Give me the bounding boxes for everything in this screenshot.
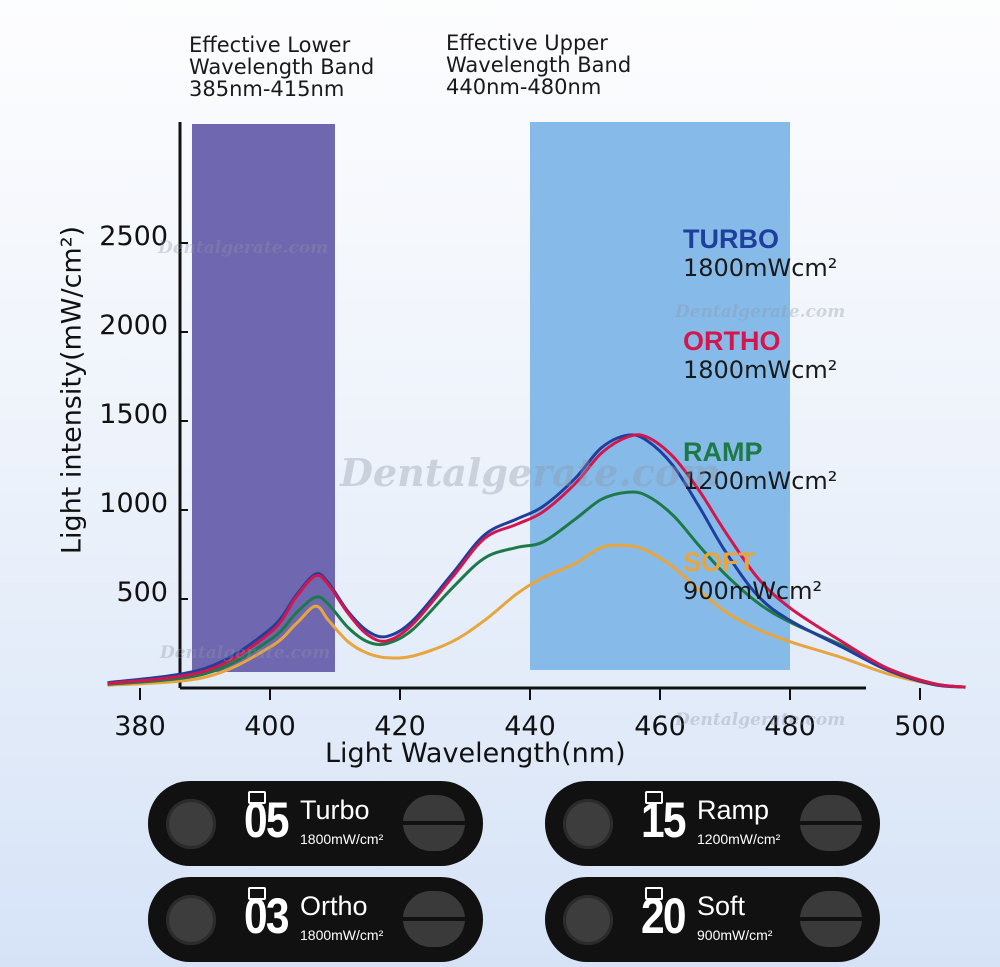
preset-mode: Soft [697, 891, 746, 921]
series-line-turbo [107, 433, 966, 689]
preset-number: 20 [641, 888, 687, 944]
upper-band-caption-line-3: 440nm-480nm [446, 75, 602, 99]
legend-turbo: TURBO 1800mWcm² [683, 224, 837, 282]
legend-soft-name: SOFT [683, 547, 755, 577]
lower-band-caption-line-1: Effective Lower [189, 33, 351, 57]
x-tick-label: 460 [634, 711, 686, 742]
legend-turbo-name: TURBO [683, 224, 779, 254]
lower-wavelength-band [192, 124, 335, 672]
watermark: Dentalgerate.com [675, 710, 846, 730]
x-tick-label: 440 [504, 711, 556, 742]
battery-icon [248, 887, 266, 900]
preset-power: 1800mW/cm² [300, 831, 384, 847]
legend-ortho: ORTHO 1800mWcm² [683, 326, 837, 384]
watermark: Dentalgerate.com [160, 643, 331, 663]
preset-number: 15 [641, 792, 687, 848]
watermark: Dentalgerate.com [340, 450, 721, 495]
legend-ramp-power: 1200mWcm² [683, 467, 838, 495]
x-tick-label: 420 [374, 711, 426, 742]
y-tick-label: 1500 [99, 399, 168, 430]
knob-icon [166, 799, 216, 849]
legend-ramp-name: RAMP [683, 437, 763, 467]
series-line-soft [107, 543, 966, 689]
legend-soft-power: 900mWcm² [683, 577, 823, 605]
series-line-ramp [107, 490, 966, 689]
legend-turbo-power: 1800mWcm² [683, 254, 838, 282]
preset-display-ramp: 15 Ramp 1200mW/cm² [545, 781, 880, 866]
x-axis-title: Light Wavelength(nm) [325, 738, 626, 769]
battery-icon [248, 791, 266, 804]
preset-mode: Turbo [300, 795, 370, 825]
x-tick-label: 480 [764, 711, 816, 742]
y-tick-label: 2500 [99, 221, 168, 252]
y-axis-title: Light intensity(mW/cm²) [56, 225, 88, 555]
legend-ortho-power: 1800mWcm² [683, 356, 838, 384]
preset-number: 03 [244, 888, 290, 944]
y-tick-label: 500 [116, 577, 168, 608]
x-tick-label: 380 [114, 711, 166, 742]
y-tick-label: 2000 [99, 310, 168, 341]
legend-ortho-name: ORTHO [683, 326, 781, 356]
preset-mode: Ortho [300, 891, 368, 921]
series-line-ortho [107, 433, 966, 689]
preset-number: 05 [244, 792, 290, 848]
battery-icon [645, 791, 663, 804]
legend-ramp: RAMP 1200mWcm² [683, 437, 837, 495]
preset-display-soft: 20 Soft 900mW/cm² [545, 877, 880, 962]
upper-band-caption-line-1: Effective Upper [446, 31, 608, 55]
rocker-switch-icon [403, 891, 465, 947]
rocker-switch-icon [403, 795, 465, 851]
preset-display-ortho: 03 Ortho 1800mW/cm² [148, 877, 483, 962]
x-tick-label: 400 [244, 711, 296, 742]
rocker-switch-icon [800, 795, 862, 851]
preset-mode: Ramp [697, 795, 770, 825]
y-tick-label: 1000 [99, 488, 168, 519]
rocker-switch-icon [800, 891, 862, 947]
watermark: Dentalgerate.com [675, 302, 846, 322]
lower-band-caption: Effective Lower Wavelength Band 385nm-41… [189, 34, 374, 100]
upper-band-caption: Effective Upper Wavelength Band 440nm-48… [446, 32, 631, 98]
preset-power: 1200mW/cm² [697, 831, 781, 847]
upper-wavelength-band [530, 122, 790, 670]
chart-axes: 3804004204404604805005205001000150020002… [99, 122, 946, 742]
preset-power: 900mW/cm² [697, 927, 773, 943]
knob-icon [563, 799, 613, 849]
knob-icon [563, 895, 613, 945]
chart-series [107, 433, 966, 689]
battery-icon [645, 887, 663, 900]
upper-band-caption-line-2: Wavelength Band [446, 53, 632, 77]
lower-band-caption-line-3: 385nm-415nm [189, 77, 345, 101]
preset-display-turbo: 05 Turbo 1800mW/cm² [148, 781, 483, 866]
preset-power: 1800mW/cm² [300, 927, 384, 943]
x-tick-label: 500 [894, 711, 946, 742]
lower-band-caption-line-2: Wavelength Band [189, 55, 375, 79]
knob-icon [166, 895, 216, 945]
watermark: Dentalgerate.com [158, 238, 329, 258]
wavelength-intensity-chart: 3804004204404604805005205001000150020002… [99, 122, 966, 742]
wavelength-bands [192, 122, 790, 672]
legend-soft: SOFT 900mWcm² [683, 547, 822, 605]
